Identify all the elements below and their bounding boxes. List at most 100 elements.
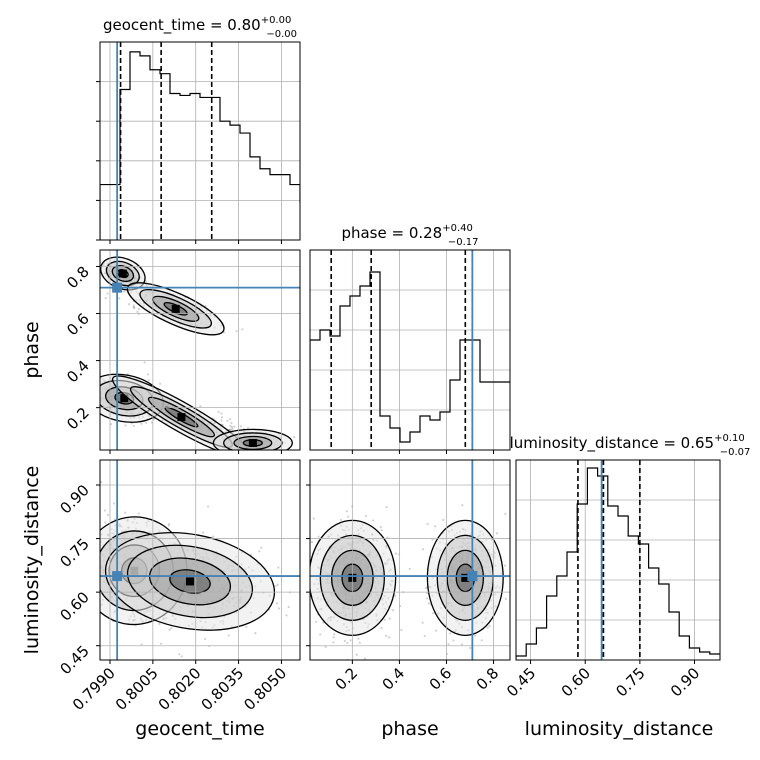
sample-point [132, 304, 135, 307]
sample-point [97, 589, 99, 591]
sample-point [277, 566, 280, 569]
y-axis-label-phase: phase [21, 321, 43, 378]
density-peak [171, 304, 180, 313]
sample-point [132, 306, 135, 309]
density-peak [186, 577, 194, 586]
sample-point [204, 637, 207, 641]
sample-point [447, 643, 450, 646]
sample-point [421, 548, 425, 551]
sample-point [452, 639, 455, 642]
sample-point [229, 424, 232, 428]
sample-point [333, 633, 336, 636]
sample-point [92, 389, 94, 391]
density-peak [248, 438, 257, 447]
sample-point [132, 424, 136, 428]
sample-point [388, 617, 391, 620]
sample-point [220, 419, 223, 422]
sample-point [400, 628, 403, 632]
sample-point [83, 381, 85, 383]
sample-point [355, 653, 358, 656]
x-tick-label: 0.8005 [112, 664, 162, 714]
sample-point [276, 453, 278, 455]
panel-hist-luminosity_distance [515, 459, 721, 661]
sample-point [103, 509, 107, 512]
panel-geocent_time-luminosity_distance [99, 459, 301, 661]
sample-point [339, 518, 342, 522]
sample-point [254, 454, 256, 456]
panel-geocent_time-phase [99, 249, 301, 451]
sample-point [235, 330, 238, 333]
sample-point [488, 624, 491, 628]
sample-point [317, 535, 320, 538]
sample-point [96, 608, 98, 610]
sample-point [188, 663, 190, 665]
sample-point [249, 451, 251, 453]
x-tick-label: 0.7990 [69, 664, 119, 714]
sample-point [260, 546, 263, 549]
sample-point [83, 380, 85, 382]
sample-point [212, 535, 215, 538]
sample-point [503, 564, 507, 567]
sample-point [287, 606, 290, 609]
sample-point [474, 634, 477, 637]
sample-point [112, 502, 116, 505]
sample-point [259, 452, 261, 454]
sample-point [97, 435, 99, 437]
sample-point [220, 412, 223, 415]
x-tick-label: 0.6 [426, 664, 456, 694]
sample-point [431, 538, 434, 541]
sample-point [226, 419, 229, 422]
sample-point [427, 602, 431, 605]
sample-point [343, 639, 346, 642]
sample-point [324, 645, 327, 649]
sample-point [379, 525, 382, 529]
sample-point [307, 589, 309, 591]
sample-point [88, 401, 90, 403]
sample-point [95, 564, 97, 566]
sample-point [346, 641, 349, 644]
sample-point [97, 582, 99, 584]
sample-point [228, 428, 231, 432]
sample-point [421, 621, 424, 624]
sample-point [199, 405, 202, 408]
sample-point [122, 290, 126, 293]
x-tick-label: 0.8050 [240, 664, 290, 714]
truth-marker [467, 571, 478, 582]
sample-point [73, 523, 75, 525]
sample-point [136, 310, 139, 313]
sample-point [306, 552, 308, 554]
sample-point [227, 634, 230, 637]
sample-point [388, 636, 391, 639]
sample-point [270, 456, 272, 458]
sample-point [92, 370, 94, 372]
sample-point [233, 425, 236, 428]
sample-point [167, 524, 170, 527]
x-tick-label: 0.45 [503, 664, 539, 700]
sample-point [88, 393, 90, 395]
sample-point [150, 421, 153, 424]
sample-point [95, 390, 97, 392]
y-tick-label: 0.8 [63, 263, 93, 293]
sample-point [106, 513, 110, 517]
truth-marker [112, 571, 123, 582]
panel-phase-luminosity_distance [309, 459, 511, 661]
sample-point [305, 543, 307, 545]
sample-point [83, 387, 85, 389]
panel-hist-geocent_time [99, 41, 301, 241]
sample-point [380, 529, 383, 532]
sample-point [380, 626, 383, 630]
density-peak [120, 394, 129, 403]
sample-point [94, 253, 96, 255]
sample-point [71, 530, 73, 532]
sample-point [86, 384, 88, 386]
x-axis-label-luminosity_distance: luminosity_distance [525, 718, 714, 740]
sample-point [88, 379, 90, 381]
sample-point [89, 541, 91, 543]
sample-point [285, 614, 288, 617]
sample-point [91, 539, 93, 541]
sample-point [408, 567, 411, 570]
histogram-geocent_time [100, 51, 300, 240]
sample-point [460, 643, 464, 646]
sample-point [168, 628, 171, 631]
sample-point [312, 517, 315, 520]
